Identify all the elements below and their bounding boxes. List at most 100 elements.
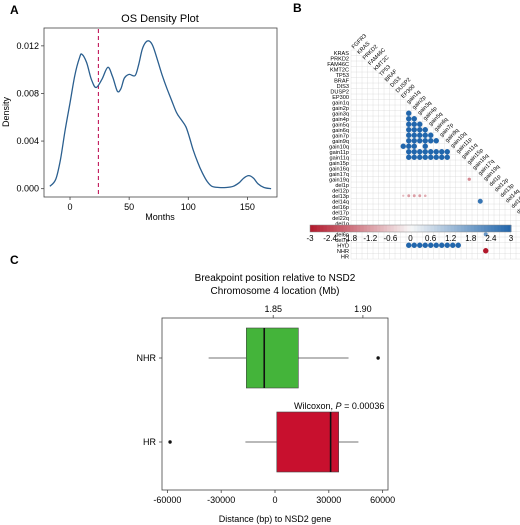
panel-c-x-tick-label: 0 bbox=[272, 495, 277, 505]
panel-b-correlation-circle bbox=[406, 149, 412, 155]
panel-b-row-label: HYD bbox=[337, 243, 349, 249]
panel-b-correlation-circle bbox=[406, 121, 412, 127]
panel-b-legend-swatch bbox=[430, 225, 435, 232]
panel-b-row-label: gain19q bbox=[329, 177, 349, 183]
panel-b-correlation-circle bbox=[406, 132, 412, 138]
panel-b-correlation-circle bbox=[411, 127, 417, 133]
panel-b-correlation-circle bbox=[407, 194, 411, 198]
panel-b-legend-swatch bbox=[457, 225, 462, 232]
panel-b-row-label: del1q bbox=[335, 221, 349, 227]
panel-b-correlation-circle bbox=[428, 154, 434, 160]
panel-b-correlation-circle bbox=[433, 138, 439, 144]
panel-b-column-labels: FGFR3KRASPRKD2FAM46CKMT2CTP53BRAFDIS3DUS… bbox=[351, 33, 520, 215]
panel-b-legend-tick-label: -0.6 bbox=[384, 234, 398, 243]
panel-b-correlation-circle bbox=[422, 149, 428, 155]
panel-b-correlation-circle bbox=[418, 194, 422, 198]
panel-b-correlation-circle bbox=[433, 242, 439, 248]
panel-b-correlation-circle bbox=[444, 154, 450, 160]
panel-b-correlation-circle bbox=[406, 154, 412, 160]
panel-b-legend-swatch bbox=[484, 225, 488, 232]
panel-b-correlation-circle bbox=[411, 138, 417, 144]
panel-b-legend-swatch bbox=[454, 225, 458, 232]
panel-b-correlation-circle bbox=[428, 132, 434, 138]
panel-b-legend-swatch bbox=[390, 225, 395, 232]
panel-b-legend-swatch bbox=[340, 225, 344, 232]
panel-b-legend-swatch bbox=[420, 225, 425, 232]
panel-b-row-label: HR bbox=[341, 254, 349, 260]
panel-b-row-label: BRAF bbox=[334, 78, 350, 84]
panel-b-legend-swatch bbox=[373, 225, 378, 232]
panel-b-legend-swatch bbox=[437, 225, 442, 232]
panel-b-row-label: TP53 bbox=[336, 73, 349, 79]
panel-a-letter: A bbox=[10, 3, 19, 17]
panel-b-legend-tick-label: 0 bbox=[408, 234, 413, 243]
panel-b-legend-swatch bbox=[360, 225, 364, 232]
panel-b-correlation-circle bbox=[439, 149, 445, 155]
panel-b-correlation-circle bbox=[417, 149, 423, 155]
panel-a-density-curve bbox=[49, 40, 272, 190]
panel-c-outlier-point bbox=[168, 440, 172, 444]
panel-b-legend-swatch bbox=[400, 225, 405, 232]
panel-c-y-axis: NHR HR bbox=[137, 353, 162, 447]
panel-b-legend-frame bbox=[309, 224, 512, 233]
panel-b-correlation-circle bbox=[423, 194, 427, 198]
panel-b-correlation-circle bbox=[406, 138, 412, 144]
panel-b-legend-swatch bbox=[380, 225, 385, 232]
panel-b-correlation-circle bbox=[428, 138, 434, 144]
panel-b-legend-swatch bbox=[356, 225, 361, 232]
panel-b-row-label: gain9q bbox=[332, 139, 349, 145]
panel-b-legend-swatch bbox=[397, 225, 401, 232]
panel-b-correlation-circle bbox=[406, 242, 412, 248]
panel-b-legend-swatch bbox=[480, 225, 485, 232]
panel-c: C Breakpoint position relative to NSD2 C… bbox=[10, 253, 395, 524]
panel-a-x-axis: 0 50 100 150 bbox=[68, 197, 255, 212]
panel-b-row-label: gain11p bbox=[330, 150, 350, 156]
panel-a-y-label: Density bbox=[1, 96, 11, 127]
panel-b-row-label: FAM46C bbox=[327, 62, 349, 68]
panel-b-legend-swatch bbox=[383, 225, 388, 232]
panel-b-row-label: del7p bbox=[335, 238, 349, 244]
panel-b-legend-tick-label: -2.4 bbox=[323, 234, 337, 243]
panel-b-correlation-circle bbox=[417, 132, 423, 138]
panel-b-legend-swatch bbox=[350, 225, 354, 232]
panel-a: A OS Density Plot 0.000 0.004 0.008 0.012 0… bbox=[1, 3, 278, 222]
panel-b-correlation-circle bbox=[422, 154, 428, 160]
panel-b-legend-swatch bbox=[504, 225, 509, 232]
panel-b-correlation-circle bbox=[433, 149, 439, 155]
panel-b-correlation-circle bbox=[422, 143, 428, 149]
panel-b-row-label: del14q bbox=[332, 199, 349, 205]
panel-b-correlation-circles bbox=[400, 110, 489, 254]
panel-b-row-label: del6p bbox=[335, 232, 349, 238]
panel-b-correlation-circle bbox=[406, 127, 412, 133]
panel-c-outlier-point bbox=[376, 356, 380, 360]
panel-c-annotation: Wilcoxon, P = 0.00036 bbox=[294, 401, 384, 411]
panel-c-box-hr bbox=[276, 411, 339, 473]
panel-b-legend-swatch bbox=[507, 225, 512, 232]
panel-b-correlation-circle bbox=[411, 149, 417, 155]
panel-a-y-tick-label: 0.004 bbox=[16, 136, 39, 146]
panel-b-legend-tick-label: -1.8 bbox=[343, 234, 357, 243]
panel-b-correlation-circle bbox=[422, 138, 428, 144]
panel-b-legend-swatch bbox=[474, 225, 478, 232]
panel-b-legend-swatch bbox=[403, 225, 408, 232]
panel-b-correlation-circle bbox=[422, 242, 428, 248]
panel-b-color-legend: -3 -2.4 -1.8 -1.2 -0.6 0 0.6 1.2 1.8 2.4 3 bbox=[306, 224, 514, 243]
panel-b-correlation-circle bbox=[444, 149, 450, 155]
panel-b-row-label: KMT2C bbox=[330, 67, 349, 73]
panel-b-correlation-circle bbox=[422, 132, 428, 138]
panel-b-row-label: PRKD2 bbox=[330, 56, 349, 62]
panel-b-legend-swatch bbox=[494, 225, 498, 232]
panel-b-row-label: gain16q bbox=[329, 166, 349, 172]
panel-b-row-label: gain6q bbox=[332, 128, 349, 134]
panel-b-legend-swatch bbox=[497, 225, 502, 232]
panel-b-legend-swatch bbox=[393, 225, 398, 232]
panel-b-correlation-circle bbox=[417, 138, 423, 144]
panel-c-box-nhr bbox=[246, 327, 299, 389]
panel-b-correlation-circle bbox=[422, 127, 428, 133]
panel-b-row-labels: KRASPRKD2FAM46CKMT2CTP53BRAFDIS3DUSP2EP3… bbox=[327, 51, 349, 261]
panel-b-correlation-circle bbox=[455, 242, 461, 248]
panel-b-row-label: gain15p bbox=[329, 161, 349, 167]
panel-b-legend-swatch bbox=[377, 225, 381, 232]
panel-b-correlation-circle bbox=[450, 242, 456, 248]
panel-b-legend-swatch bbox=[313, 225, 318, 232]
